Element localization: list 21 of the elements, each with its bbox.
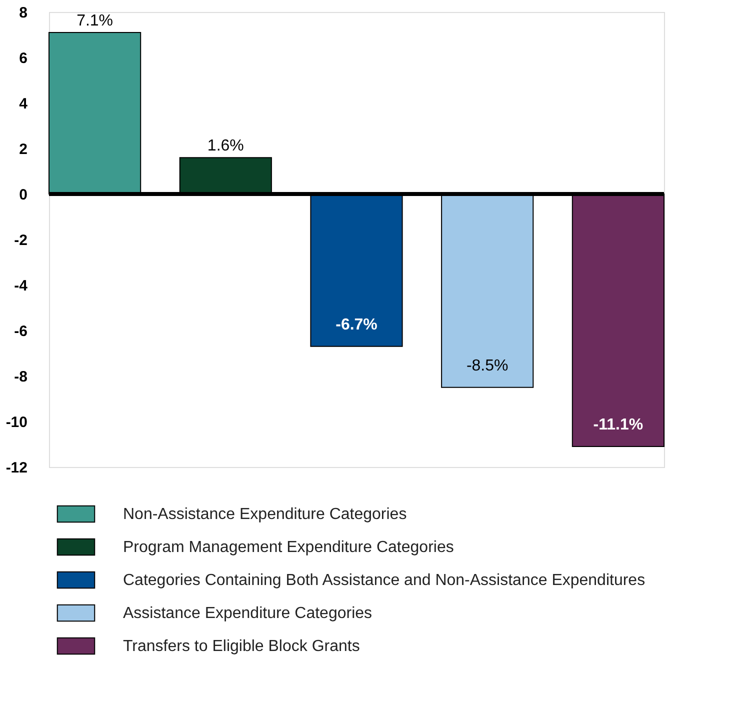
legend-label: Transfers to Eligible Block Grants bbox=[123, 638, 360, 655]
data-label: -8.5% bbox=[466, 357, 508, 374]
legend-label: Program Management Expenditure Categories bbox=[123, 539, 454, 556]
data-label: 7.1% bbox=[76, 12, 114, 30]
data-label: -6.7% bbox=[336, 316, 378, 334]
y-tick-label: -6 bbox=[14, 323, 28, 340]
y-tick-label: 4 bbox=[19, 96, 28, 112]
legend-label: Assistance Expenditure Categories bbox=[123, 605, 372, 622]
y-tick-label: 2 bbox=[19, 141, 28, 158]
y-tick-label: -2 bbox=[14, 232, 28, 249]
y-tick-label: 0 bbox=[19, 186, 28, 204]
y-tick-label: -10 bbox=[6, 414, 28, 431]
data-label: 1.6% bbox=[207, 138, 244, 155]
y-tick-label: -4 bbox=[14, 278, 28, 294]
y-tick-label: 6 bbox=[19, 50, 28, 67]
legend-label: Non-Assistance Expenditure Categories bbox=[123, 506, 407, 523]
y-tick-label: -12 bbox=[6, 460, 28, 476]
legend-label: Categories Containing Both Assistance and Non-Assistance Expenditures bbox=[123, 572, 646, 589]
y-tick-label: -8 bbox=[14, 368, 28, 386]
y-tick-label: 8 bbox=[19, 4, 28, 22]
data-label: -11.1% bbox=[593, 416, 644, 434]
